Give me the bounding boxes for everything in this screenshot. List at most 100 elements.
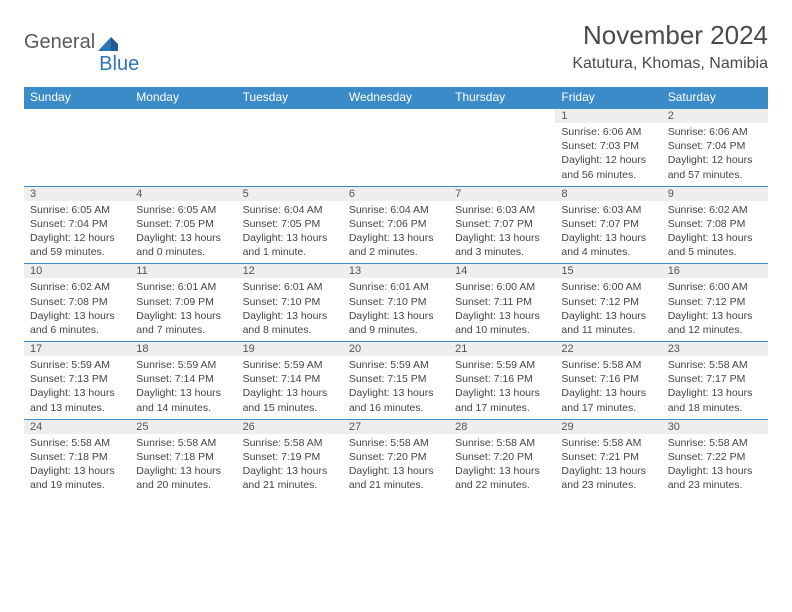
day-content-cell: Sunrise: 6:05 AMSunset: 7:04 PMDaylight:…	[24, 201, 130, 264]
sunrise-line: Sunrise: 6:05 AM	[30, 203, 124, 217]
day-number-cell	[449, 108, 555, 123]
sunset-line: Sunset: 7:20 PM	[349, 450, 443, 464]
day-number-cell: 17	[24, 342, 130, 357]
day-number-cell: 7	[449, 186, 555, 201]
day-content-cell	[237, 123, 343, 186]
daylight-line: Daylight: 13 hours and 11 minutes.	[561, 309, 655, 337]
day-number-cell	[343, 108, 449, 123]
day-content-cell: Sunrise: 6:05 AMSunset: 7:05 PMDaylight:…	[130, 201, 236, 264]
day-number-cell: 25	[130, 419, 236, 434]
day-content-cell: Sunrise: 6:06 AMSunset: 7:03 PMDaylight:…	[555, 123, 661, 186]
daylight-line: Daylight: 13 hours and 21 minutes.	[349, 464, 443, 492]
daylight-line: Daylight: 13 hours and 10 minutes.	[455, 309, 549, 337]
daylight-line: Daylight: 13 hours and 14 minutes.	[136, 386, 230, 414]
sunrise-line: Sunrise: 6:01 AM	[243, 280, 337, 294]
location: Katutura, Khomas, Namibia	[572, 55, 768, 73]
day-content-cell: Sunrise: 6:06 AMSunset: 7:04 PMDaylight:…	[662, 123, 768, 186]
daylight-line: Daylight: 13 hours and 16 minutes.	[349, 386, 443, 414]
logo-text-blue: Blue	[99, 53, 139, 76]
daylight-line: Daylight: 13 hours and 12 minutes.	[668, 309, 762, 337]
sunrise-line: Sunrise: 5:59 AM	[30, 358, 124, 372]
dayname-row: SundayMondayTuesdayWednesdayThursdayFrid…	[24, 87, 768, 108]
sunset-line: Sunset: 7:03 PM	[561, 139, 655, 153]
sunset-line: Sunset: 7:10 PM	[349, 295, 443, 309]
sunset-line: Sunset: 7:16 PM	[455, 372, 549, 386]
day-content-cell	[130, 123, 236, 186]
day-content-cell	[24, 123, 130, 186]
day-content-cell: Sunrise: 5:58 AMSunset: 7:18 PMDaylight:…	[130, 434, 236, 497]
daylight-line: Daylight: 12 hours and 56 minutes.	[561, 153, 655, 181]
logo-text-general: General	[24, 31, 95, 54]
dayname-header: Thursday	[449, 87, 555, 108]
day-content-cell: Sunrise: 5:59 AMSunset: 7:14 PMDaylight:…	[130, 356, 236, 419]
day-number-cell: 18	[130, 342, 236, 357]
sunset-line: Sunset: 7:12 PM	[561, 295, 655, 309]
day-number-cell: 21	[449, 342, 555, 357]
sunset-line: Sunset: 7:05 PM	[136, 217, 230, 231]
content-row: Sunrise: 5:58 AMSunset: 7:18 PMDaylight:…	[24, 434, 768, 497]
sunrise-line: Sunrise: 6:02 AM	[668, 203, 762, 217]
dayname-header: Friday	[555, 87, 661, 108]
day-number-cell: 20	[343, 342, 449, 357]
sunset-line: Sunset: 7:21 PM	[561, 450, 655, 464]
dayname-header: Wednesday	[343, 87, 449, 108]
day-content-cell: Sunrise: 5:58 AMSunset: 7:19 PMDaylight:…	[237, 434, 343, 497]
day-number-cell	[130, 108, 236, 123]
day-number-cell	[237, 108, 343, 123]
daylight-line: Daylight: 13 hours and 23 minutes.	[668, 464, 762, 492]
sunrise-line: Sunrise: 6:03 AM	[561, 203, 655, 217]
daylight-line: Daylight: 13 hours and 6 minutes.	[30, 309, 124, 337]
day-content-cell: Sunrise: 6:02 AMSunset: 7:08 PMDaylight:…	[24, 278, 130, 341]
calendar-body: 12Sunrise: 6:06 AMSunset: 7:03 PMDayligh…	[24, 108, 768, 496]
daylight-line: Daylight: 13 hours and 13 minutes.	[30, 386, 124, 414]
sunrise-line: Sunrise: 6:06 AM	[668, 125, 762, 139]
dayname-header: Tuesday	[237, 87, 343, 108]
sunrise-line: Sunrise: 6:05 AM	[136, 203, 230, 217]
daylight-line: Daylight: 13 hours and 5 minutes.	[668, 231, 762, 259]
day-content-cell: Sunrise: 6:01 AMSunset: 7:10 PMDaylight:…	[343, 278, 449, 341]
daylight-line: Daylight: 13 hours and 21 minutes.	[243, 464, 337, 492]
sunset-line: Sunset: 7:04 PM	[668, 139, 762, 153]
day-content-cell: Sunrise: 6:03 AMSunset: 7:07 PMDaylight:…	[555, 201, 661, 264]
day-content-cell: Sunrise: 5:58 AMSunset: 7:18 PMDaylight:…	[24, 434, 130, 497]
day-number-cell: 8	[555, 186, 661, 201]
day-content-cell: Sunrise: 5:59 AMSunset: 7:13 PMDaylight:…	[24, 356, 130, 419]
day-number-cell: 22	[555, 342, 661, 357]
sunrise-line: Sunrise: 5:58 AM	[561, 358, 655, 372]
content-row: Sunrise: 6:05 AMSunset: 7:04 PMDaylight:…	[24, 201, 768, 264]
day-number-cell: 15	[555, 264, 661, 279]
sunrise-line: Sunrise: 5:59 AM	[455, 358, 549, 372]
header: General Blue November 2024 Katutura, Kho…	[24, 20, 768, 73]
day-number-cell: 2	[662, 108, 768, 123]
content-row: Sunrise: 6:02 AMSunset: 7:08 PMDaylight:…	[24, 278, 768, 341]
dayname-header: Sunday	[24, 87, 130, 108]
day-content-cell: Sunrise: 6:02 AMSunset: 7:08 PMDaylight:…	[662, 201, 768, 264]
sunset-line: Sunset: 7:05 PM	[243, 217, 337, 231]
day-content-cell: Sunrise: 6:00 AMSunset: 7:12 PMDaylight:…	[555, 278, 661, 341]
sunrise-line: Sunrise: 5:58 AM	[561, 436, 655, 450]
sunrise-line: Sunrise: 6:02 AM	[30, 280, 124, 294]
daylight-line: Daylight: 13 hours and 19 minutes.	[30, 464, 124, 492]
day-content-cell: Sunrise: 6:03 AMSunset: 7:07 PMDaylight:…	[449, 201, 555, 264]
day-content-cell: Sunrise: 6:00 AMSunset: 7:12 PMDaylight:…	[662, 278, 768, 341]
day-number-cell: 23	[662, 342, 768, 357]
daylight-line: Daylight: 13 hours and 4 minutes.	[561, 231, 655, 259]
day-content-cell: Sunrise: 5:59 AMSunset: 7:14 PMDaylight:…	[237, 356, 343, 419]
daylight-line: Daylight: 12 hours and 57 minutes.	[668, 153, 762, 181]
sunrise-line: Sunrise: 5:59 AM	[349, 358, 443, 372]
day-number-cell: 6	[343, 186, 449, 201]
day-number-cell: 26	[237, 419, 343, 434]
day-content-cell: Sunrise: 5:58 AMSunset: 7:22 PMDaylight:…	[662, 434, 768, 497]
sunset-line: Sunset: 7:09 PM	[136, 295, 230, 309]
month-title: November 2024	[572, 20, 768, 51]
sunset-line: Sunset: 7:07 PM	[561, 217, 655, 231]
day-content-cell: Sunrise: 5:58 AMSunset: 7:17 PMDaylight:…	[662, 356, 768, 419]
day-number-cell: 24	[24, 419, 130, 434]
sunset-line: Sunset: 7:08 PM	[30, 295, 124, 309]
day-number-cell: 12	[237, 264, 343, 279]
sunset-line: Sunset: 7:18 PM	[30, 450, 124, 464]
daylight-line: Daylight: 13 hours and 20 minutes.	[136, 464, 230, 492]
day-content-cell: Sunrise: 6:04 AMSunset: 7:06 PMDaylight:…	[343, 201, 449, 264]
day-content-cell: Sunrise: 5:58 AMSunset: 7:16 PMDaylight:…	[555, 356, 661, 419]
sunset-line: Sunset: 7:17 PM	[668, 372, 762, 386]
